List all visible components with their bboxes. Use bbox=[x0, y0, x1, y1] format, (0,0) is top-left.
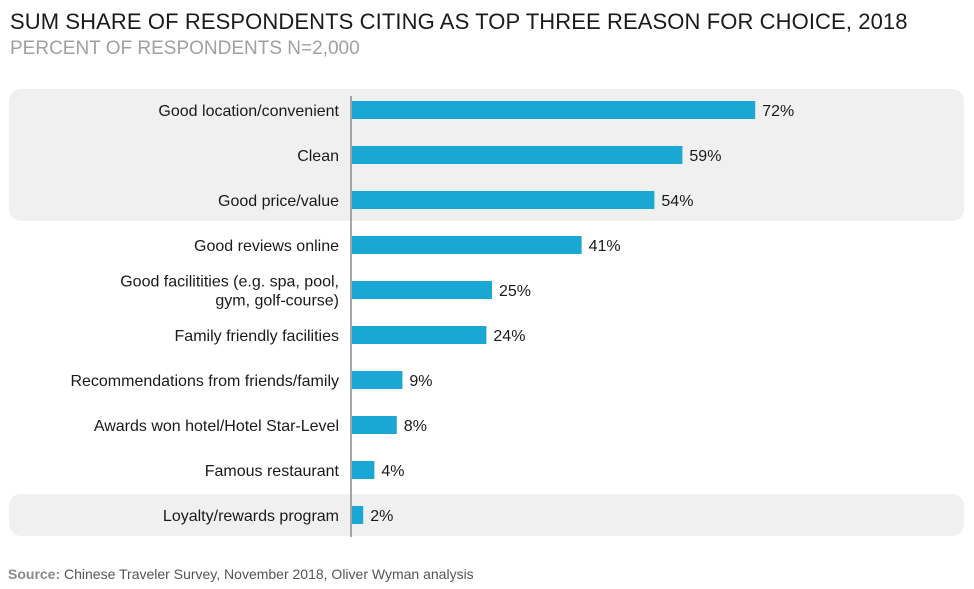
category-labels: Good location/convenient Clean Good price/… bbox=[70, 103, 339, 525]
value-label: 2% bbox=[370, 508, 393, 525]
source-prefix: Source: bbox=[8, 566, 61, 582]
chart-subtitle: PERCENT OF RESPONDENTS N=2,000 bbox=[10, 38, 360, 59]
bar bbox=[352, 371, 403, 389]
value-labels: 72% 59% 54% 41% 25% 24% 9% 8% 4% 2% bbox=[370, 103, 794, 525]
bar-chart: Good location/convenient Clean Good price/… bbox=[9, 89, 964, 537]
bar bbox=[352, 326, 487, 344]
category-label-line: Good location/convenient bbox=[158, 103, 339, 120]
category-label-line: Clean bbox=[297, 148, 339, 165]
value-label: 54% bbox=[661, 193, 693, 210]
category-label: Good reviews online bbox=[194, 238, 339, 255]
value-label: 41% bbox=[589, 238, 621, 255]
category-label-line: Good price/value bbox=[218, 193, 339, 210]
value-label: 24% bbox=[493, 328, 525, 345]
bar bbox=[352, 101, 756, 119]
category-label-line: Awards won hotel/Hotel Star-Level bbox=[94, 418, 339, 435]
value-label: 25% bbox=[499, 283, 531, 300]
category-label-line: Famous restaurant bbox=[205, 463, 340, 480]
category-label-line: Recommendations from friends/family bbox=[70, 373, 339, 390]
category-label-line: gym, golf-course) bbox=[215, 293, 339, 310]
category-label: Good price/value bbox=[218, 193, 339, 210]
value-label: 8% bbox=[404, 418, 427, 435]
category-label: Good facilitities (e.g. spa, pool, gym, g… bbox=[120, 274, 339, 310]
category-label-line: Family friendly facilities bbox=[175, 328, 339, 345]
bar bbox=[352, 461, 375, 479]
bar bbox=[352, 281, 492, 299]
chart-title: SUM SHARE OF RESPONDENTS CITING AS TOP T… bbox=[10, 9, 908, 34]
highlight-band bbox=[9, 494, 964, 536]
bar bbox=[352, 191, 655, 209]
category-label: Clean bbox=[297, 148, 339, 165]
category-label-line: Good reviews online bbox=[194, 238, 339, 255]
category-label: Recommendations from friends/family bbox=[70, 373, 339, 390]
category-label: Good location/convenient bbox=[158, 103, 339, 120]
category-label: Family friendly facilities bbox=[175, 328, 339, 345]
value-label: 59% bbox=[689, 148, 721, 165]
category-label-line: Loyalty/rewards program bbox=[163, 508, 339, 525]
category-label-line: Good facilitities (e.g. spa, pool, bbox=[120, 274, 339, 291]
bar bbox=[352, 146, 683, 164]
bar bbox=[352, 506, 364, 524]
value-label: 9% bbox=[409, 373, 432, 390]
source-note: Source: Chinese Traveler Survey, Novembe… bbox=[8, 566, 474, 582]
value-label: 72% bbox=[762, 103, 794, 120]
category-label: Famous restaurant bbox=[205, 463, 340, 480]
bars bbox=[352, 101, 756, 524]
category-label: Awards won hotel/Hotel Star-Level bbox=[94, 418, 339, 435]
value-label: 4% bbox=[381, 463, 404, 480]
category-label: Loyalty/rewards program bbox=[163, 508, 339, 525]
bar bbox=[352, 416, 397, 434]
bar bbox=[352, 236, 582, 254]
source-text: Chinese Traveler Survey, November 2018, … bbox=[60, 566, 474, 582]
